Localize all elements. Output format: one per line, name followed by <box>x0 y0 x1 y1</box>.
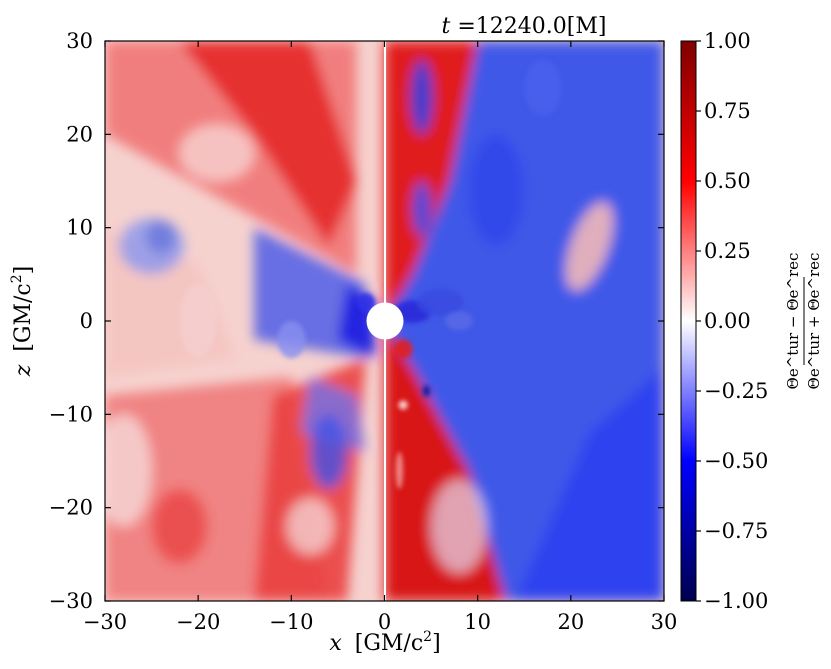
colorbar <box>680 40 697 602</box>
heatmap-patch <box>286 498 334 555</box>
x-tick-label: 30 <box>651 610 678 634</box>
x-tick-label: 10 <box>464 610 491 634</box>
chart-title: t =12240.0[M] <box>442 14 607 39</box>
y-axis: −30 −20 −10 0 10 20 30 <box>49 29 664 613</box>
heatmap-region <box>179 41 357 247</box>
colorbar-tick-label: 0.00 <box>704 309 751 333</box>
y-axis-unit-exponent: 2 <box>9 274 25 283</box>
x-tick-label: −30 <box>83 610 127 634</box>
heatmap-patch <box>105 414 152 527</box>
x-tick-label: −20 <box>176 610 220 634</box>
y-axis-variable: z <box>11 364 36 377</box>
heatmap-patch <box>395 451 404 490</box>
x-axis-unit-exponent: 2 <box>423 629 432 645</box>
y-axis-label: z [GM/c2] <box>9 266 36 378</box>
heatmap-patch <box>431 479 487 573</box>
colorbar-tick-label: 0.25 <box>704 239 751 263</box>
heatmap-patch <box>410 59 433 135</box>
heatmap-patch <box>398 400 408 410</box>
heatmap-region <box>384 41 478 321</box>
colorbar-ticks: 1.00 0.75 0.50 0.25 0.00 −0.25 −0.50 −0.75 −1.00 <box>696 29 768 613</box>
heatmap-patch <box>468 134 525 247</box>
heatmap-patch <box>565 202 614 291</box>
x-tick-label: 0 <box>378 610 391 634</box>
x-tick-label: 20 <box>557 610 584 634</box>
colorbar-tick-label: 0.50 <box>704 169 751 193</box>
colorbar-tick-label: −0.25 <box>704 379 768 403</box>
title-value: =12240.0[M] <box>457 14 606 39</box>
colorbar-label: Θe^tur − Θe^rec Θe^tur + Θe^rec <box>784 253 823 390</box>
colorbar-tick-label: 0.75 <box>704 99 751 123</box>
colorbar-tick-label: 1.00 <box>704 29 751 53</box>
y-tick-label: −20 <box>49 496 93 520</box>
colorbar-label-denominator: Θe^tur + Θe^rec <box>805 253 823 390</box>
y-tick-label: 30 <box>66 29 93 53</box>
x-axis: −30 −20 −10 0 10 20 30 <box>83 41 678 634</box>
y-tick-label: 20 <box>66 122 93 146</box>
heatmap-patch <box>524 59 562 116</box>
heatmap-patch <box>393 339 413 359</box>
y-tick-label: 0 <box>80 309 93 333</box>
heatmap-patch <box>356 293 376 312</box>
heatmap-patch <box>277 321 306 359</box>
heatmap-soft-regions <box>105 41 664 601</box>
heatmap-patch <box>422 385 431 397</box>
heatmap-region <box>514 367 664 601</box>
heatmap-patch <box>118 218 185 275</box>
y-tick-label: 10 <box>66 216 93 240</box>
colorbar-tick-label: −0.50 <box>704 449 768 473</box>
heatmap-patch <box>151 488 208 564</box>
heatmap-fine-structure <box>179 59 562 490</box>
y-axis-unit-close: ] <box>11 266 36 275</box>
heatmap-patch <box>179 283 217 359</box>
heatmap-patch <box>445 311 474 331</box>
x-axis-unit-close: ] <box>432 631 441 656</box>
x-axis-variable: x <box>329 631 342 656</box>
heatmap-patch <box>179 125 255 181</box>
heatmap-patch <box>417 288 464 317</box>
x-axis-label: x [GM/c2] <box>329 629 440 656</box>
y-axis-unit: [GM/c <box>11 283 36 351</box>
x-tick-label: −10 <box>269 610 313 634</box>
heatmap-patch <box>412 181 432 237</box>
title-variable: t <box>442 14 451 39</box>
colorbar-tick-label: −0.75 <box>704 519 768 543</box>
heatmap-region <box>254 227 366 359</box>
heatmap-patch <box>309 414 348 489</box>
x-axis-unit: [GM/c <box>355 631 423 656</box>
y-tick-label: −30 <box>49 589 93 613</box>
heatmap-field <box>105 41 664 601</box>
central-black-hole-mask <box>366 302 404 340</box>
colorbar-label-numerator: Θe^tur − Θe^rec <box>784 253 802 390</box>
colorbar-tick-label: −1.00 <box>704 589 768 613</box>
y-tick-label: −10 <box>49 402 93 426</box>
